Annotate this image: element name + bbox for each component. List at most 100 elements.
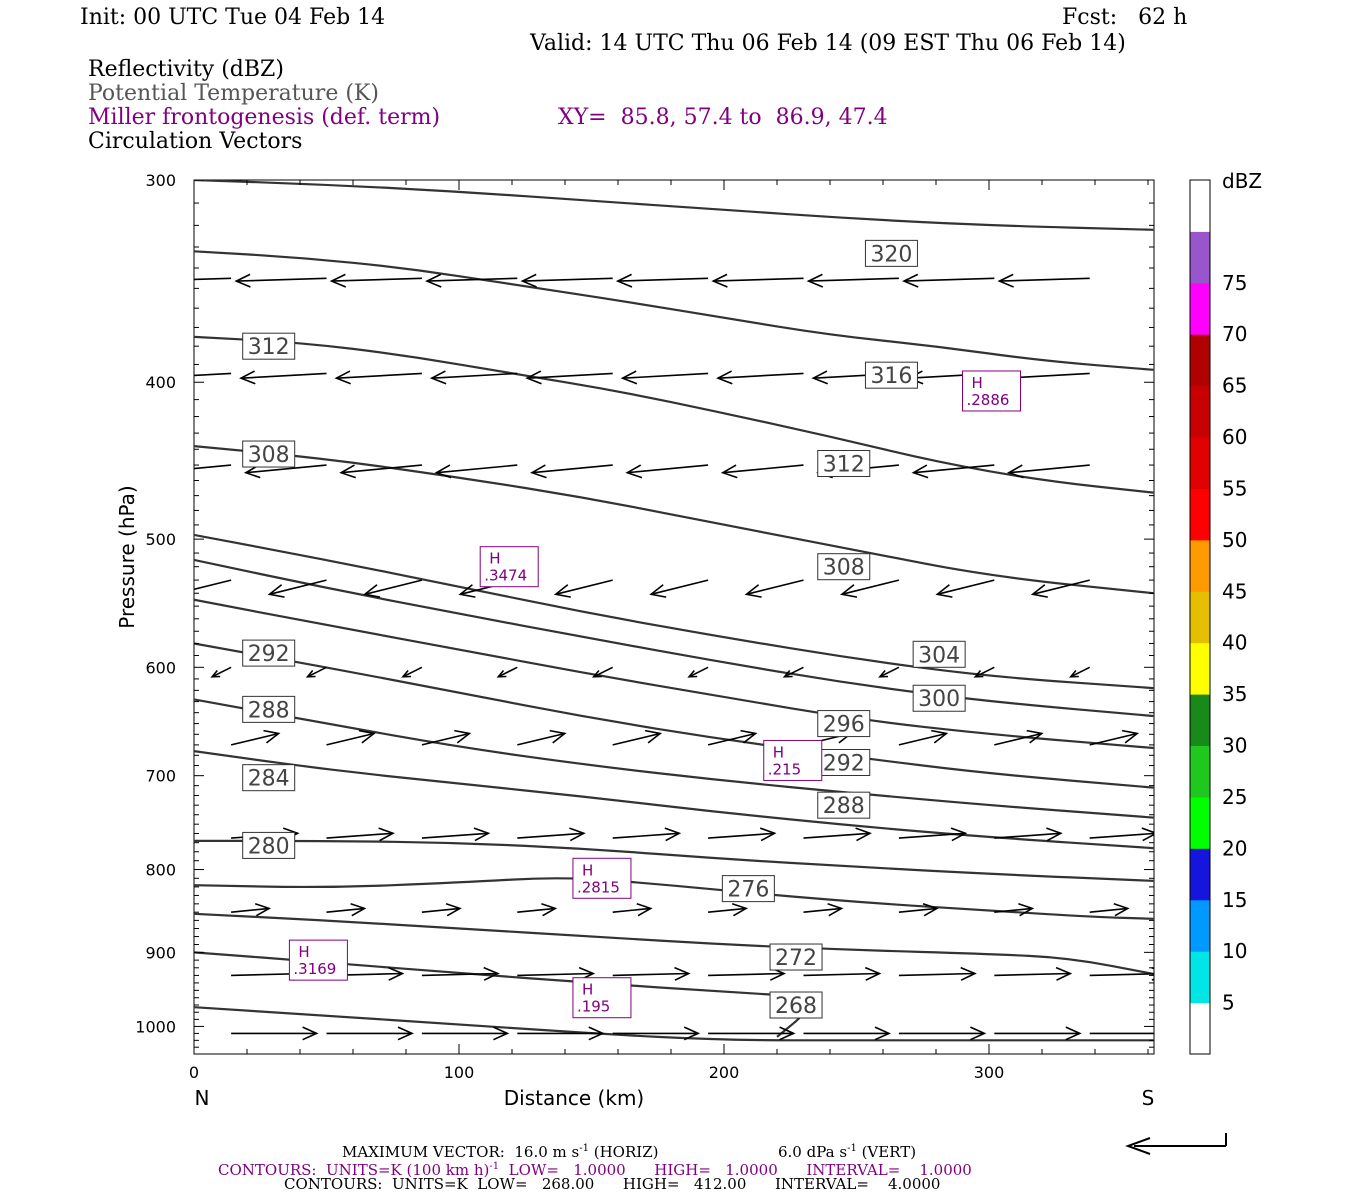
theta-label-box [817,748,871,776]
vector-head [434,464,452,479]
colorbar-swatch-1 [1190,951,1210,1004]
vector-r9-c5 [708,1026,796,1041]
vector-shaft [236,277,327,282]
field-reflectivity: Reflectivity (dBZ) [88,57,284,82]
vector-shaft [898,732,947,746]
vector-shaft [421,832,489,839]
vector-shaft [784,666,804,678]
vector-shaft [708,832,775,839]
colorbar-label-55: 55 [1222,476,1247,500]
vector-r8-c7 [898,966,977,981]
vector-r1-c1 [239,370,327,385]
theta-contour-320 [194,180,1154,231]
vector-head [454,729,472,744]
vector-r9-c4 [612,1026,701,1041]
vector-shaft [522,277,613,282]
theta-label-288: 288 [242,695,296,723]
vector-r7-c4 [612,902,653,917]
colorbar-swatch-15 [1190,231,1210,284]
vector-shaft [517,732,565,746]
vector-shaft [1032,579,1090,596]
vector-head [1161,1027,1175,1040]
x-tick-label: 200 [709,1063,740,1082]
vector-r2-c8 [911,464,995,479]
vector-shaft [421,972,498,977]
vector-shaft [421,732,470,746]
max-vector-horiz-unit: (HORIZ) [588,1143,659,1161]
vector-head [1065,1026,1082,1041]
y-axis-label: Pressure (hPa) [115,485,139,628]
frontogenesis-max-2: H.215 [763,739,823,781]
vector-r8-c8 [994,966,1073,981]
vector-head [1046,827,1063,842]
vector-shaft [612,732,661,746]
vector-r4-c7 [878,666,900,678]
vector-r1-c4 [525,370,613,385]
vector-shaft [1089,972,1154,977]
vector-r6-c1 [326,827,395,842]
vector-head [911,464,929,479]
vector-head [525,370,542,385]
max-vector-vert-unit: (VERT) [856,1143,917,1161]
vector-head [243,464,261,479]
vector-r9-c3 [517,1026,605,1041]
vector-r3-c7 [840,579,900,598]
vector-r8-c4 [612,966,691,981]
vector-shaft [1089,907,1128,913]
colorbar-label-5: 5 [1222,991,1235,1015]
vector-shaft [994,972,1071,977]
theta-label-312: 312 [242,332,296,360]
y-tick-label: 500 [145,530,176,549]
colorbar-swatch-6 [1190,694,1210,746]
vector-shaft [617,277,709,282]
theta-label-text: 268 [775,994,817,1019]
vector-r5-c3 [517,729,567,746]
vector-r7-c6 [803,902,844,917]
vector-head [339,464,356,479]
vector-shaft [746,579,804,596]
vector-r1-c5 [620,370,709,385]
colorbar-label-45: 45 [1222,579,1247,603]
vector-shaft [194,372,232,377]
theta-contour-316 [194,250,1154,371]
vector-head [874,1026,891,1041]
frontogenesis-max-h: H [582,981,593,999]
theta-contour-284 [194,750,1154,850]
frontogenesis-max-box [572,857,632,899]
vector-head [711,273,728,288]
vector-head [429,370,447,385]
vector-head [878,669,889,678]
vector-shaft [527,372,613,379]
vector-head [1141,827,1154,842]
vector-r2-c9 [1006,464,1090,479]
vector-r6-c9 [1089,827,1154,842]
vector-r0-c3 [425,273,518,288]
y-tick-label: 600 [145,658,176,677]
frontogenesis-max-h: H [773,743,784,761]
theta-label-box [817,710,871,738]
theta-label-text: 292 [248,642,290,667]
vector-shaft [707,732,756,746]
vector-head [683,1026,701,1041]
frontogenesis-max-value: .2815 [577,878,620,896]
vector-head [997,273,1014,288]
max-vector-vert-exp: -1 [847,1143,857,1154]
vector-r3-c5 [649,579,709,598]
vector-r7-c0 [231,902,272,917]
vector-shaft [803,907,842,913]
theta-label-text: 288 [823,794,865,819]
vector-shaft [722,464,804,474]
vector-r2-c3 [434,464,518,479]
vector-head [150,465,165,478]
vector-shaft [808,277,899,282]
colorbar-swatch-13 [1190,334,1210,387]
vector-r5-c0 [230,729,281,746]
vector-head [827,902,844,917]
vector-shaft [194,277,232,281]
vector-r5-c8 [994,729,1044,746]
x-tick-label: 0 [189,1063,199,1082]
vector-head [935,584,953,598]
vector-r3-c2 [363,579,423,598]
